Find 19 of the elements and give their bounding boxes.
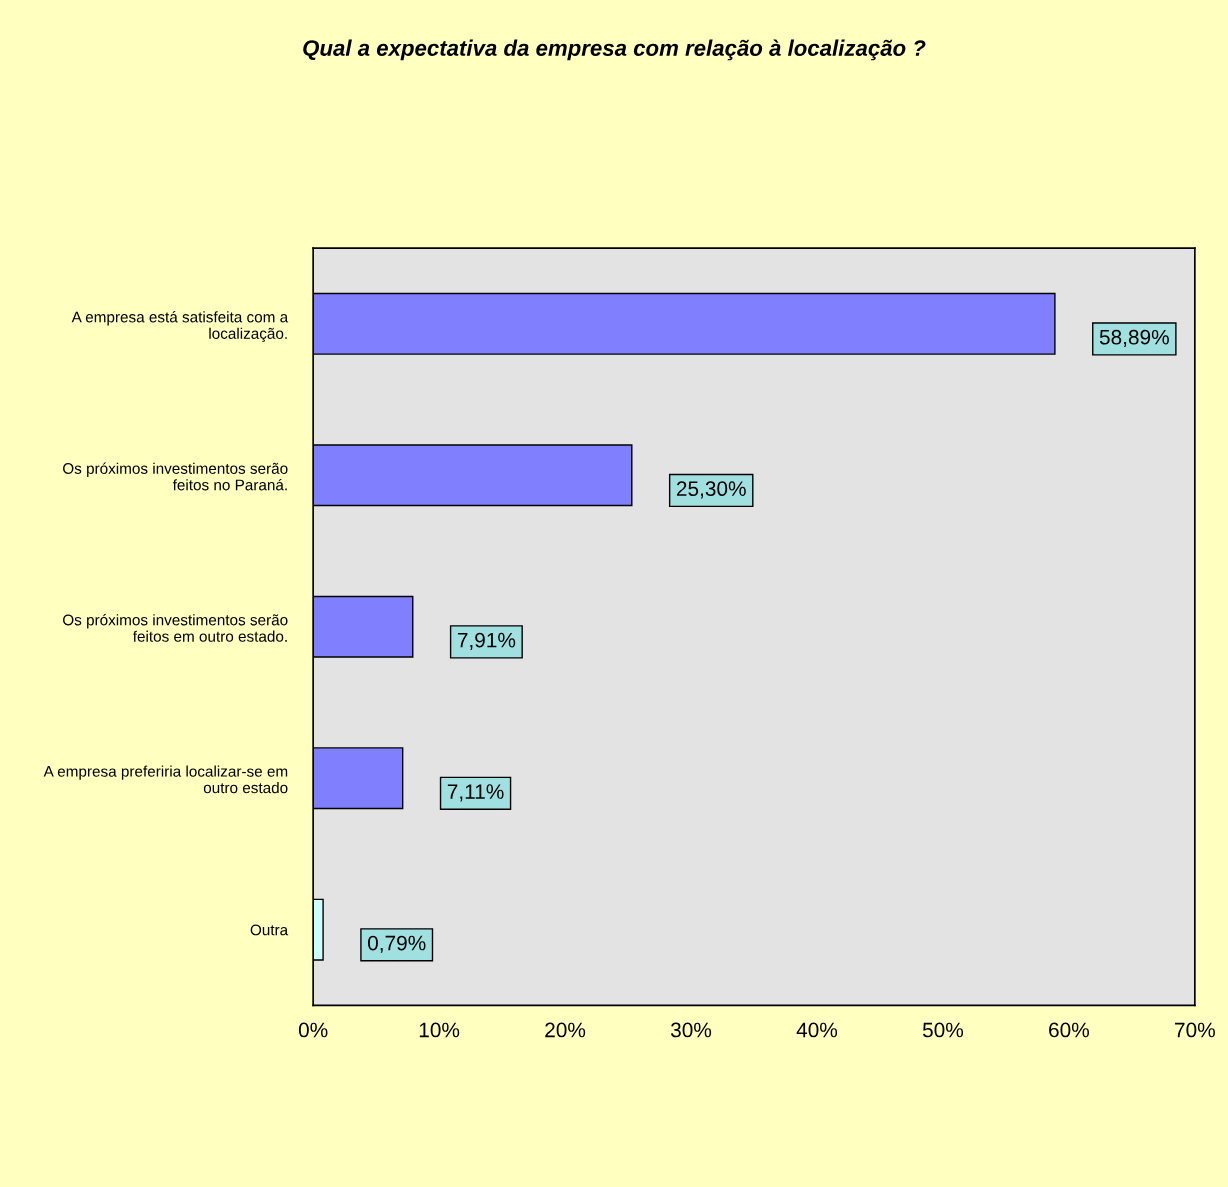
y-tick-label: A empresa preferiria localizar-se em outro estado: [43, 765, 288, 794]
x-tick-label: 0%: [298, 1022, 328, 1038]
data-label: 58,89%: [1099, 329, 1169, 348]
x-tick-label: 10%: [419, 1022, 460, 1038]
x-tick-label: 50%: [922, 1022, 964, 1038]
data-label: 7,11%: [447, 784, 504, 802]
y-tick-label: Os próximos investimentos serão feitos em outro estado.: [63, 613, 288, 642]
x-tick-label: 40%: [796, 1022, 838, 1038]
y-tick-label: Outra: [250, 924, 289, 936]
y-tick-label: Os próximos investimentos serão feitos no Paraná.: [63, 462, 288, 491]
data-label: 7,91%: [457, 632, 516, 650]
chart-title: Qual a expectativa da empresa com relação à localização ?: [303, 39, 926, 61]
data-label: 0,79%: [367, 935, 426, 953]
y-tick-label: A empresa está satisfeita com a localização.: [71, 311, 289, 343]
x-tick-label: 60%: [1049, 1022, 1089, 1038]
x-tick-label: 30%: [670, 1022, 712, 1038]
x-tick-label: 20%: [545, 1022, 586, 1038]
data-label: 25,30%: [676, 481, 746, 499]
x-tick-label: 70%: [1175, 1022, 1215, 1038]
